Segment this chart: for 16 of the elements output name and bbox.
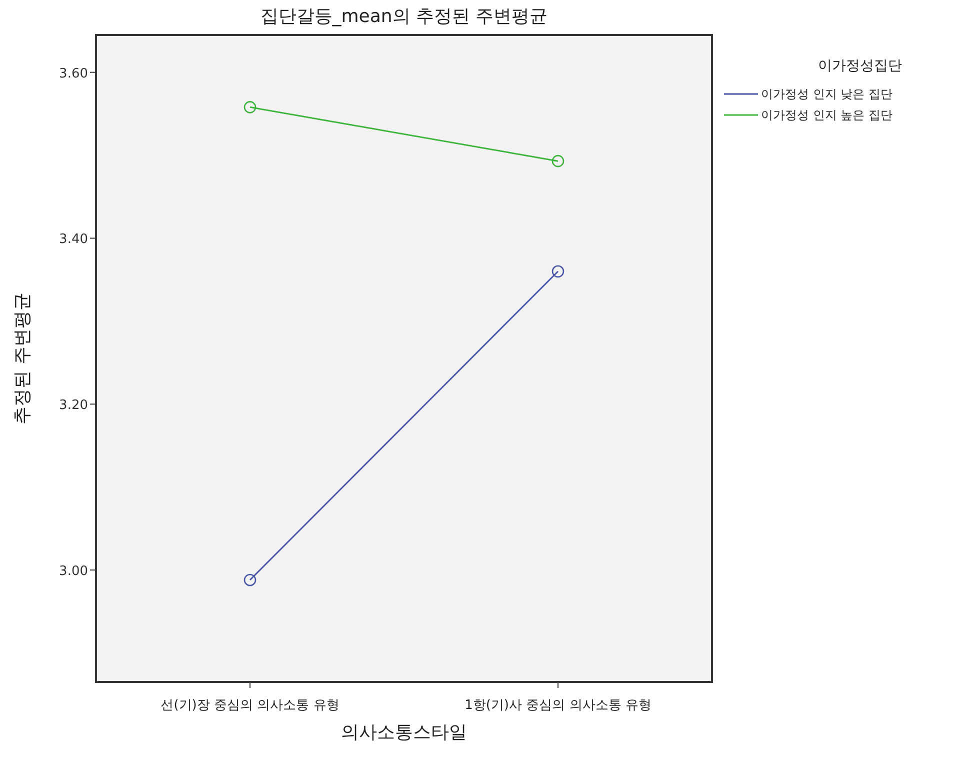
- legend-label: 이가정성 인지 높은 집단: [761, 108, 892, 122]
- y-axis-title: 추정된 주변평균: [12, 292, 33, 424]
- y-tick-label: 3.00: [59, 564, 88, 580]
- x-tick-label: 선(기)장 중심의 의사소통 유형: [160, 698, 340, 713]
- point: [244, 574, 256, 586]
- point: [244, 101, 256, 114]
- point: [552, 265, 564, 278]
- y-tick-label: 3.60: [59, 66, 88, 82]
- y-tick-label: 3.40: [59, 232, 88, 248]
- y-tick-label: 3.20: [59, 398, 88, 414]
- point: [552, 154, 564, 168]
- legend-title: 이가정성집단: [818, 58, 902, 74]
- chart-title: 집단갈등_mean의 추정된 주변평균: [260, 6, 548, 27]
- x-axis-title: 의사소통스타일: [341, 722, 467, 743]
- x-tick-label: 1항(기)사 중심의 의사소통 유형: [464, 698, 652, 713]
- legend-label: 이가정성 인지 낮은 집단: [761, 87, 892, 101]
